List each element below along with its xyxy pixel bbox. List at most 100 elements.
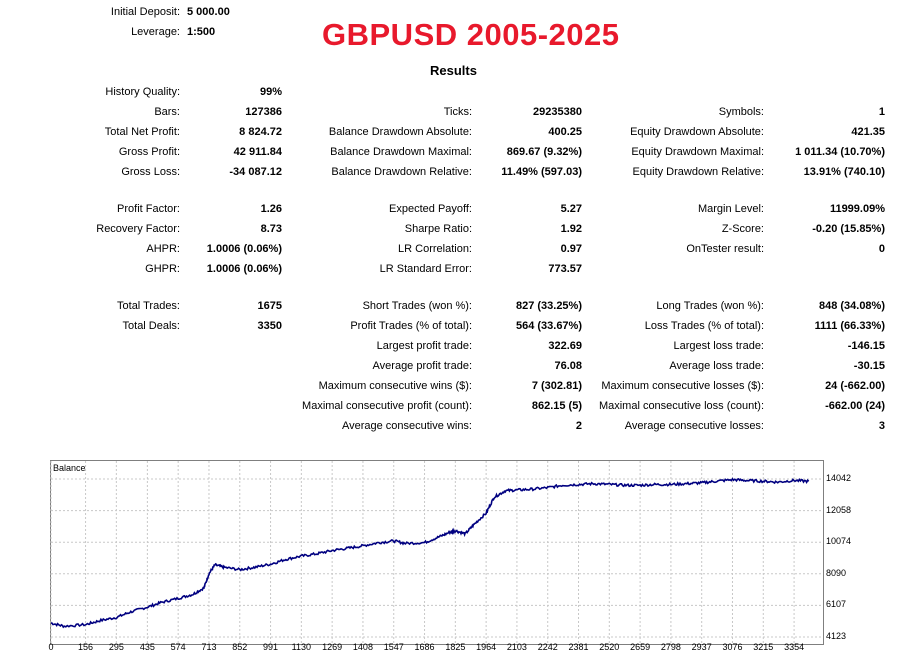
results-heading: Results: [430, 63, 477, 78]
stat-label: Short Trades (won %):: [362, 300, 472, 312]
stat-label: LR Standard Error:: [379, 263, 472, 275]
stat-label: Maximum consecutive wins ($):: [318, 380, 472, 392]
x-tick-label: 1547: [383, 642, 404, 652]
x-tick-label: 1269: [322, 642, 343, 652]
stat-value: 7 (302.81): [531, 380, 582, 392]
stat-value: 564 (33.67%): [515, 320, 582, 332]
stat-value: 1.92: [560, 223, 582, 235]
x-tick-label: 713: [201, 642, 217, 652]
stat-value: -0.20 (15.85%): [812, 223, 885, 235]
stat-label: Average loss trade:: [669, 360, 764, 372]
stat-label: Average profit trade:: [372, 360, 472, 372]
x-tick-label: 1825: [445, 642, 466, 652]
stat-label: Maximum consecutive losses ($):: [601, 380, 764, 392]
leverage-value: 1:500: [187, 26, 216, 38]
stat-value: 3350: [257, 320, 282, 332]
y-tick-label: 10074: [826, 536, 852, 547]
stat-value: -30.15: [853, 360, 885, 372]
x-tick-label: 2798: [660, 642, 681, 652]
report-title: GBPUSD 2005-2025: [322, 17, 620, 52]
stat-value: -146.15: [847, 340, 885, 352]
initial-deposit-label: Initial Deposit:: [110, 6, 180, 18]
stat-label: OnTester result:: [686, 243, 764, 255]
stat-value: 5.27: [560, 203, 582, 215]
balance-chart-frame: [50, 460, 824, 645]
x-tick-label: 2520: [599, 642, 620, 652]
x-tick-label: 2242: [537, 642, 558, 652]
stat-label: Gross Loss:: [121, 166, 180, 178]
stat-value: 76.08: [554, 360, 582, 372]
y-tick-label: 6107: [826, 599, 847, 610]
stat-label: History Quality:: [105, 86, 180, 98]
y-tick-label: 14042: [826, 473, 852, 483]
stat-label: LR Correlation:: [398, 243, 472, 255]
stat-label: Balance Drawdown Relative:: [331, 166, 472, 178]
stat-label: Long Trades (won %):: [656, 300, 764, 312]
stat-label: Balance Drawdown Maximal:: [330, 146, 472, 158]
stat-label: Z-Score:: [721, 223, 764, 235]
stat-value: 42 911.84: [233, 146, 282, 158]
stat-label: Expected Payoff:: [389, 203, 472, 215]
stat-value: 0.97: [560, 243, 582, 255]
x-tick-label: 0: [48, 642, 54, 652]
stat-value: 1675: [257, 300, 282, 312]
stat-label: Total Deals:: [122, 320, 180, 332]
stat-label: Profit Trades (% of total):: [350, 320, 472, 332]
stat-label: Average consecutive losses:: [624, 420, 764, 432]
stat-label: GHPR:: [145, 263, 180, 275]
x-tick-label: 1686: [414, 642, 435, 652]
x-tick-label: 295: [108, 642, 124, 652]
stat-value: 99%: [259, 86, 282, 98]
stat-value: 13.91% (740.10): [803, 166, 885, 178]
stat-value: 1.26: [260, 203, 282, 215]
x-tick-label: 435: [139, 642, 155, 652]
stat-label: Balance Drawdown Absolute:: [328, 126, 472, 138]
stat-label: Equity Drawdown Maximal:: [631, 146, 764, 158]
stat-value: 869.67 (9.32%): [506, 146, 582, 158]
stat-value: 1.0006 (0.06%): [206, 263, 282, 275]
x-tick-label: 852: [232, 642, 248, 652]
stat-value: 2: [575, 420, 582, 432]
stat-value: 1.0006 (0.06%): [206, 243, 282, 255]
stat-value: 0: [878, 243, 885, 255]
stat-value: 1: [878, 106, 885, 118]
stat-label: Largest loss trade:: [673, 340, 765, 352]
stat-label: Recovery Factor:: [96, 223, 180, 235]
stat-value: 8 824.72: [239, 126, 282, 138]
stat-value: 827 (33.25%): [515, 300, 582, 312]
x-tick-label: 1130: [291, 642, 312, 652]
stat-label: Gross Profit:: [118, 146, 180, 158]
stat-label: Maximal consecutive loss (count):: [598, 400, 764, 412]
stat-value: 421.35: [851, 126, 885, 138]
stat-label: Equity Drawdown Absolute:: [630, 126, 764, 138]
x-tick-label: 991: [263, 642, 279, 652]
stat-label: Total Net Profit:: [104, 126, 180, 138]
y-tick-label: 8090: [826, 567, 847, 578]
stat-value: 773.57: [548, 263, 582, 275]
x-tick-label: 1964: [476, 642, 497, 652]
stat-value: 127386: [245, 106, 282, 118]
stat-label: Loss Trades (% of total):: [644, 320, 764, 332]
stat-value: 11999.09%: [829, 203, 885, 215]
stat-label: Sharpe Ratio:: [404, 223, 472, 235]
x-tick-label: 2659: [630, 642, 651, 652]
stat-value: 24 (-662.00): [825, 380, 885, 392]
x-tick-label: 574: [170, 642, 186, 652]
stat-label: Symbols:: [718, 106, 764, 118]
stat-label: Ticks:: [443, 106, 472, 118]
stat-value: 29235380: [533, 106, 582, 118]
stat-label: Average consecutive wins:: [341, 420, 472, 432]
stat-label: Equity Drawdown Relative:: [632, 166, 764, 178]
stat-value: 862.15 (5): [531, 400, 582, 412]
x-tick-label: 2381: [568, 642, 589, 652]
x-tick-label: 2937: [691, 642, 712, 652]
x-tick-label: 3076: [722, 642, 743, 652]
x-tick-label: 3354: [784, 642, 805, 652]
stat-label: Bars:: [154, 106, 180, 118]
stat-value: -34 087.12: [229, 166, 282, 178]
stat-value: 848 (34.08%): [818, 300, 885, 312]
y-tick-label: 4123: [826, 631, 847, 641]
stat-label: AHPR:: [146, 243, 180, 255]
x-tick-label: 156: [78, 642, 94, 652]
stat-value: 400.25: [548, 126, 582, 138]
